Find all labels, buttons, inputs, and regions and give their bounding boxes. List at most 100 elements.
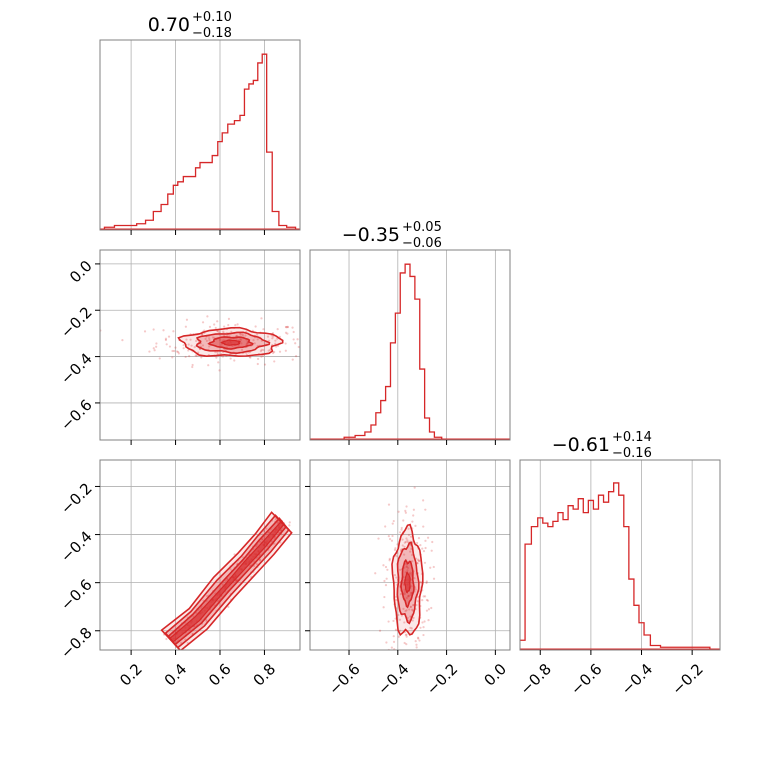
axes-frame-hist-0 xyxy=(99,39,301,231)
sample-point xyxy=(399,548,403,551)
sample-point xyxy=(334,344,336,346)
sample-point xyxy=(208,339,211,342)
sample-point xyxy=(410,591,413,594)
sample-point xyxy=(424,539,427,542)
sample-point xyxy=(392,619,395,623)
sample-point xyxy=(297,345,300,349)
sample-point xyxy=(392,519,395,523)
sample-point xyxy=(382,564,385,567)
x-tick-label: −0.6 xyxy=(567,660,605,698)
sample-point xyxy=(301,344,303,346)
sample-point xyxy=(213,604,216,607)
sample-point xyxy=(390,658,392,660)
sample-point xyxy=(405,596,408,600)
sample-point xyxy=(177,352,180,355)
sample-point xyxy=(291,326,294,329)
sample-point xyxy=(205,339,209,343)
sample-point xyxy=(403,641,406,645)
sample-point xyxy=(432,565,435,569)
x-tick-label: 0.0 xyxy=(481,660,511,690)
sample-point xyxy=(410,585,413,588)
sample-point xyxy=(195,339,198,343)
y-tick-label: −0.4 xyxy=(57,350,95,388)
sample-point xyxy=(191,365,194,369)
plot-area-hist-1 xyxy=(310,263,510,440)
sample-point xyxy=(258,559,262,562)
sample-point xyxy=(385,577,388,580)
sample-point xyxy=(201,344,205,347)
sample-point xyxy=(405,565,408,569)
x-tick-label: 0.6 xyxy=(205,660,235,690)
sample-point xyxy=(162,329,165,332)
sample-point xyxy=(416,558,420,561)
sample-point xyxy=(191,363,194,367)
sample-point xyxy=(422,550,426,553)
sample-point xyxy=(404,540,407,543)
panel-hist-0: 0.70 +0.10−0.18 xyxy=(99,10,301,235)
histogram-step-hist-1 xyxy=(343,263,443,439)
plot-area-scatter-21 xyxy=(374,486,436,700)
y-tick-label: −0.2 xyxy=(57,479,95,517)
sample-point xyxy=(200,333,204,336)
sample-point xyxy=(403,553,406,556)
sample-point xyxy=(399,593,403,596)
sample-point xyxy=(279,529,283,532)
sample-point xyxy=(167,335,171,338)
sample-point xyxy=(274,339,277,342)
sample-point xyxy=(419,581,422,584)
sample-point xyxy=(214,326,217,330)
sample-point xyxy=(403,541,406,544)
sample-point xyxy=(407,595,410,598)
sample-point xyxy=(266,335,270,338)
sample-point xyxy=(401,544,404,547)
sample-point xyxy=(267,339,271,342)
sample-point xyxy=(409,571,412,574)
sample-point xyxy=(406,541,409,544)
sample-point xyxy=(245,342,249,345)
contour-3 xyxy=(404,571,411,594)
sample-point xyxy=(259,350,263,353)
sample-point xyxy=(404,511,407,514)
sample-point xyxy=(285,326,288,329)
sample-point xyxy=(239,333,242,336)
sample-point xyxy=(410,660,412,662)
axes-frame-scatter-10 xyxy=(99,249,301,441)
sample-point xyxy=(184,355,187,359)
sample-point xyxy=(411,520,414,523)
sample-point xyxy=(227,605,230,609)
contour-3 xyxy=(168,519,285,644)
y-tick-label: −0.2 xyxy=(57,303,95,341)
sample-point xyxy=(407,594,411,597)
sample-point xyxy=(431,540,434,544)
sample-point xyxy=(244,334,247,337)
plot-area-scatter-20 xyxy=(160,511,293,650)
sample-point xyxy=(274,342,277,345)
sample-point xyxy=(218,369,221,372)
sample-point xyxy=(262,348,265,352)
sample-point xyxy=(421,599,424,602)
sample-point xyxy=(155,345,158,348)
sample-point xyxy=(424,508,427,511)
sample-point xyxy=(407,533,411,537)
sample-point xyxy=(164,338,167,342)
sample-point xyxy=(256,333,259,336)
sample-point xyxy=(427,619,430,622)
sample-point xyxy=(194,354,197,357)
sample-point xyxy=(404,698,406,700)
sample-point xyxy=(148,350,151,353)
sample-point xyxy=(185,338,188,341)
sample-point xyxy=(408,608,411,611)
sample-point xyxy=(164,337,168,340)
histogram-step-hist-0 xyxy=(103,53,297,229)
sample-point xyxy=(407,527,410,530)
sample-point xyxy=(425,581,428,584)
sample-point xyxy=(425,609,429,612)
sample-point xyxy=(239,338,243,341)
plot-area-scatter-10 xyxy=(100,315,336,372)
sample-point xyxy=(256,362,259,366)
sample-point xyxy=(425,580,428,583)
sample-point xyxy=(271,337,274,340)
sample-point xyxy=(414,655,416,657)
x-tick-label: 0.2 xyxy=(116,660,146,690)
sample-point xyxy=(152,347,155,350)
